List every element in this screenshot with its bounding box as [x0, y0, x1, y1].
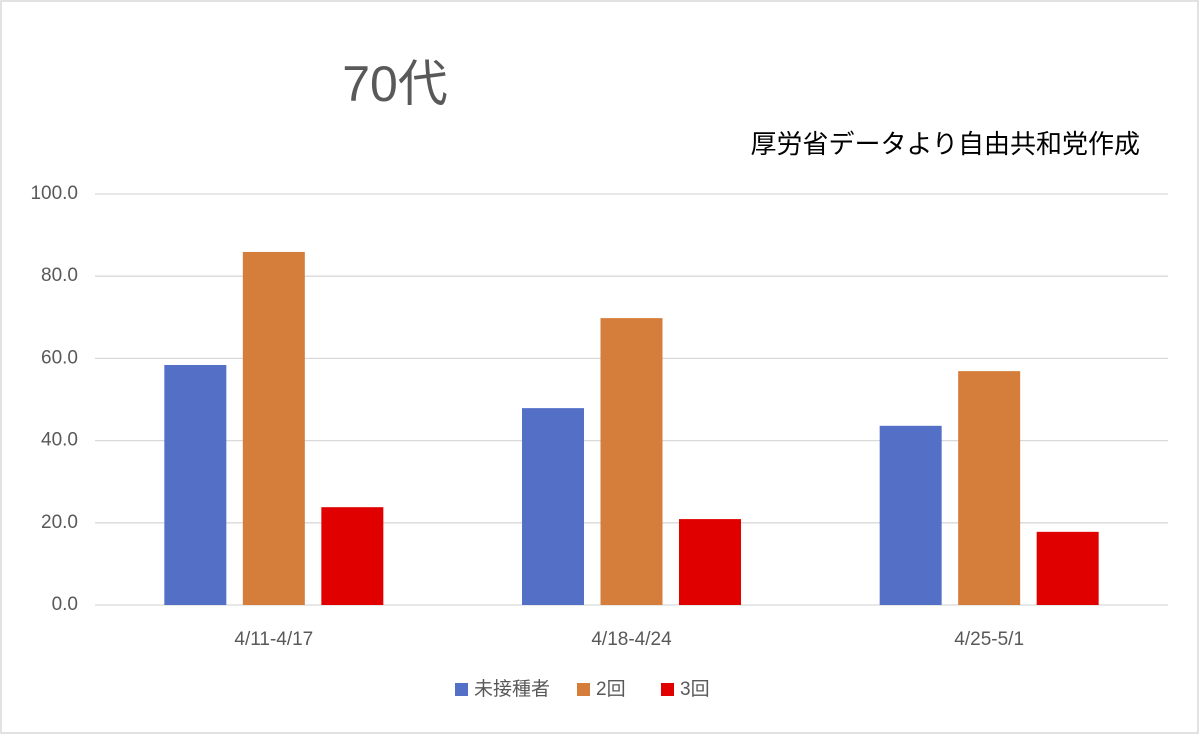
legend-label: 未接種者 — [474, 678, 550, 700]
x-tick-label: 4/18-4/24 — [591, 629, 672, 650]
bar — [1036, 531, 1099, 605]
bar — [600, 318, 663, 605]
legend-swatch — [455, 683, 468, 696]
y-tick-label: 100.0 — [30, 183, 78, 204]
x-tick-label: 4/11-4/17 — [234, 629, 313, 650]
bar — [321, 507, 384, 605]
bar — [242, 251, 305, 606]
y-tick-label: 80.0 — [41, 265, 78, 286]
bar — [879, 425, 942, 605]
y-tick-label: 60.0 — [41, 347, 78, 368]
y-tick-label: 20.0 — [41, 512, 78, 533]
x-tick-label: 4/25-5/1 — [954, 629, 1024, 650]
y-tick-label: 0.0 — [52, 594, 78, 615]
bar — [679, 519, 741, 605]
bar — [522, 408, 584, 605]
legend-label: 2回 — [596, 679, 626, 700]
legend-swatch — [577, 683, 590, 696]
y-tick-label: 40.0 — [41, 430, 78, 451]
bar — [164, 364, 227, 605]
legend-label: 3回 — [680, 679, 710, 700]
chart-title: 70代 — [342, 56, 448, 112]
chart-subtitle: 厚労省データより自由共和党作成 — [751, 129, 1140, 159]
bar — [958, 371, 1021, 605]
legend-swatch — [661, 683, 674, 696]
